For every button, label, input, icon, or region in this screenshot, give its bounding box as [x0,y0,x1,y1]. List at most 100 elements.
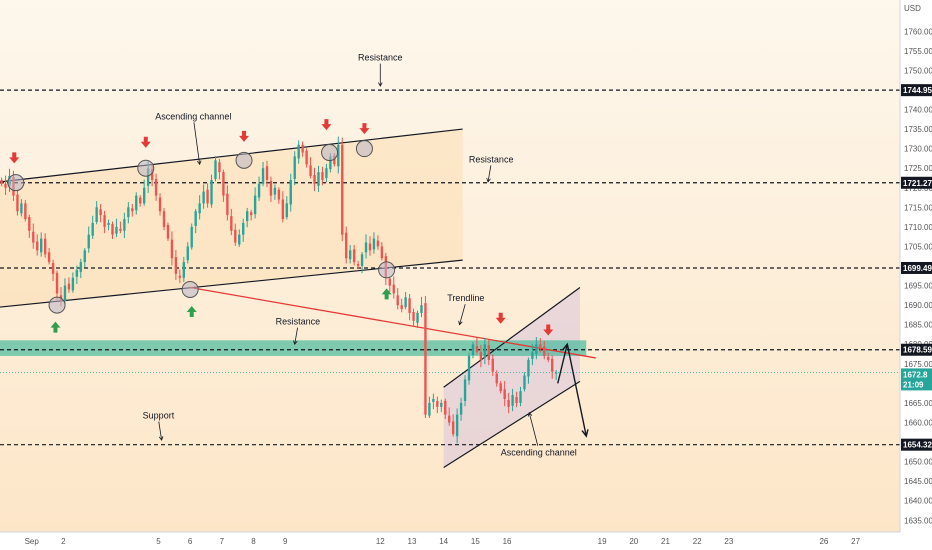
time-tick-label: 2 [61,537,66,546]
touch-point-circle [355,140,373,158]
candle-body [99,209,102,216]
price-tick-label: 1705.00 [904,242,932,251]
candle-body [301,144,304,153]
candle-body [139,197,142,204]
sell-arrow-icon [495,312,506,324]
candle-body [507,399,510,407]
annotation-label: Resistance [276,317,321,327]
candle-body [475,346,479,353]
candle-body [285,203,288,218]
candle-body [321,172,324,180]
lower-channel-top-line [443,287,581,388]
candle-body [83,250,86,263]
candle-body [32,231,35,243]
annotation-arrowhead [158,436,164,441]
candle-body [36,241,39,251]
candle-body [265,166,269,180]
candle-body [234,229,237,243]
time-axis[interactable] [0,532,900,550]
candle-body [444,400,447,415]
price-tick-label: 1695.00 [904,282,932,291]
candle-body [463,379,467,401]
candle-body [479,352,483,360]
candle-body [249,212,253,216]
candle-body [348,250,352,260]
candle-body [293,156,296,179]
candle-body [416,312,419,323]
candle-body [162,211,166,227]
candle-body [103,215,106,227]
candle-body [372,238,376,250]
candle-body [166,224,170,239]
candle-body [273,187,277,195]
candle-body [40,238,43,253]
annotation-label: Ascending channel [501,448,577,458]
candle-body [400,305,403,310]
candle-body [499,383,502,392]
candle-body [495,373,498,384]
touch-point-circle [48,296,66,314]
price-tick-label: 1685.00 [904,321,932,330]
sell-arrow-icon [9,152,20,164]
price-tick-label: 1645.00 [904,477,932,486]
sell-arrow-icon [359,123,370,135]
candle-body [222,172,225,196]
candle-body [487,345,491,360]
currency-label: USD [904,4,921,13]
annotation-arrowhead [527,411,533,417]
sell-arrow-icon [543,324,554,336]
candle-body [503,389,506,399]
candle-body [150,169,154,180]
candle-body [75,269,79,277]
time-tick-label: 19 [598,537,607,546]
time-tick-label: 5 [156,537,161,546]
price-tick-label: 1660.00 [904,418,932,427]
trendline [190,286,596,359]
price-level-label: 1744.955 [903,86,932,95]
candle-body [146,168,150,186]
candle-body [154,178,158,196]
annotation-pointer [158,421,163,441]
candle-body [226,193,229,216]
candle-body [28,217,31,231]
annotation-arrowhead [196,160,202,166]
candle-body [554,372,558,374]
touch-point-circle [321,144,339,162]
annotation-arrowhead [293,340,298,346]
annotation-label: Support [143,411,175,421]
candle-body [202,191,205,204]
candle-body [190,226,193,248]
time-tick-label: 14 [439,537,448,546]
candle-body [511,395,514,406]
touch-point-circle [7,174,25,192]
time-tick-label: 27 [851,537,860,546]
price-axis[interactable] [900,0,932,550]
candle-body [51,263,55,274]
candle-body [404,297,407,308]
candle-body [20,203,23,214]
candle-body [523,375,526,390]
countdown-label: 21:09 [903,380,924,389]
price-level-label: 1678.593 [903,346,932,355]
touch-point-circle [181,280,199,298]
candle-body [210,179,213,205]
candle-body [43,238,47,255]
candle-body [127,207,130,218]
candle-body [440,402,443,407]
candle-body [131,208,134,212]
candle-body [471,344,475,355]
time-tick-label: 20 [629,537,638,546]
candle-body [297,144,300,159]
price-tick-label: 1735.00 [904,125,932,134]
candle-body [531,352,534,359]
price-level-label: 1654.326 [903,441,932,450]
candle-body [392,284,395,294]
candle-body [396,295,399,306]
candle-body [380,246,384,259]
price-level-label: 1699.496 [903,264,932,273]
projection-up-arrowhead [562,342,570,352]
candle-body [364,242,368,253]
buy-arrow-icon [50,321,61,333]
